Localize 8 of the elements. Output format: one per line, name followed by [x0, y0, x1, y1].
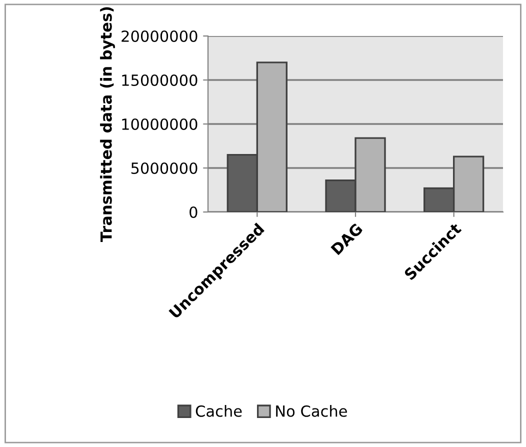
legend-label: No Cache	[276, 405, 347, 417]
y-tick-label: 20000000	[122, 30, 198, 42]
y-tick-label: 10000000	[122, 118, 198, 130]
y-tick-label: 0	[190, 206, 198, 218]
legend-label: Cache	[196, 405, 242, 417]
y-tick-label: 15000000	[122, 74, 198, 86]
y-tick-label: 5000000	[131, 162, 198, 174]
y-axis-title: Transmitted data (in bytes)	[100, 7, 115, 242]
